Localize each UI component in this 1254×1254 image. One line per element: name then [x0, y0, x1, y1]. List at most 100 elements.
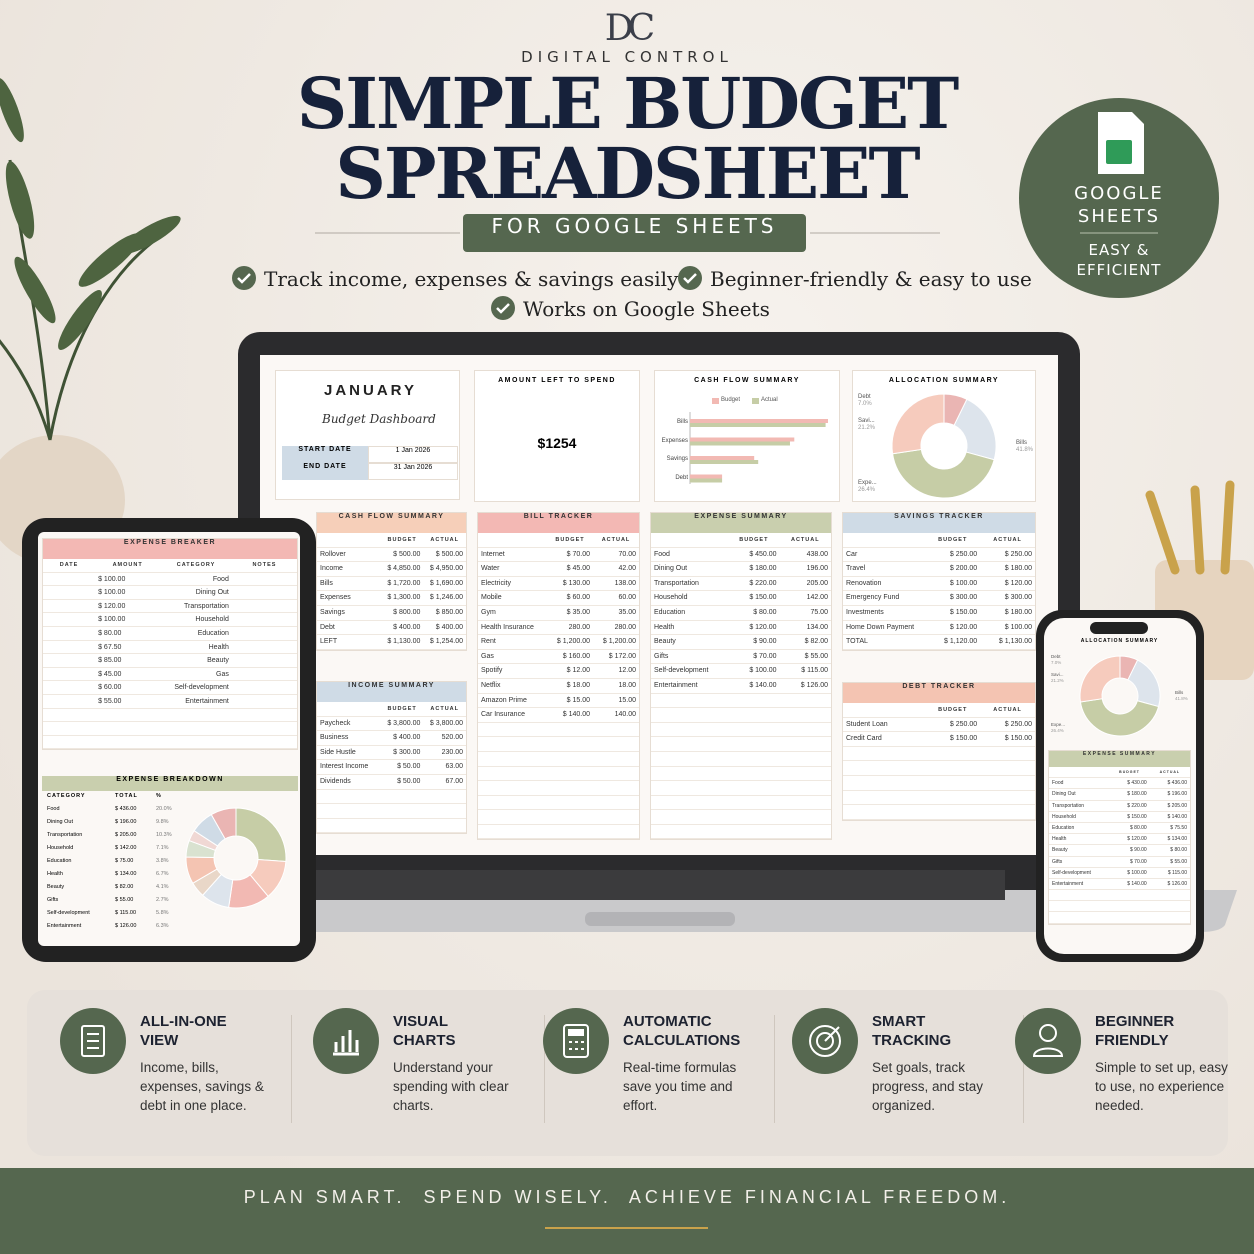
table-cell: Health	[160, 641, 232, 655]
table-cell	[1049, 901, 1110, 913]
table-cell	[925, 747, 981, 762]
slice-label: Debt	[858, 394, 871, 400]
table-cell: Bills	[317, 577, 381, 592]
table-cell	[843, 776, 926, 791]
table-cell	[1049, 890, 1110, 902]
table-cell: $ 220.00	[1109, 801, 1150, 812]
table-cell	[651, 781, 729, 796]
table-cell: Gifts	[47, 897, 59, 903]
table-cell: $ 45.00	[95, 668, 161, 682]
month: JANUARY	[324, 382, 417, 399]
slice-label: Savi...	[1051, 672, 1064, 677]
feature-icon	[543, 1008, 609, 1074]
table-cell: Household	[651, 591, 729, 606]
table-cell	[779, 767, 831, 782]
table-cell: $ 70.00	[1109, 857, 1150, 868]
table-cell: $ 80.00	[95, 627, 161, 641]
table-cell	[779, 781, 831, 796]
slice-label: Expe...	[1051, 722, 1066, 727]
table-cell: $ 205.00	[1149, 801, 1190, 812]
table-cell: 2.7%	[156, 897, 169, 903]
table-cell: Savings	[317, 606, 381, 621]
table-cell	[43, 627, 96, 641]
table-cell: $ 82.00	[115, 884, 134, 890]
table-cell: ACTUAL	[423, 533, 466, 548]
table-cell: Car	[843, 548, 926, 563]
table-cell: $ 120.00	[728, 621, 780, 636]
table-cell	[380, 790, 424, 805]
table-cell	[478, 767, 547, 782]
table-cell: 140.00	[593, 708, 639, 723]
divider	[1023, 1015, 1024, 1123]
table-cell: $ 800.00	[380, 606, 424, 621]
table-cell: Health	[651, 621, 729, 636]
table-cell: 6.7%	[156, 871, 169, 877]
table-cell	[728, 737, 780, 752]
card-title: ALLOCATION SUMMARY	[1080, 638, 1159, 644]
table-cell	[593, 825, 639, 840]
table-cell	[43, 613, 96, 627]
table-cell: Education	[160, 627, 232, 641]
table-cell: $ 70.00	[547, 548, 593, 563]
date-value: 31 Jan 2026	[368, 463, 458, 480]
table-cell: $ 115.00	[115, 910, 137, 916]
table-cell: $ 250.00	[980, 718, 1035, 733]
table-cell: $ 250.00	[925, 718, 981, 733]
table-cell	[980, 761, 1035, 776]
table-cell	[728, 810, 780, 825]
title: SIMPLE BUDGET	[296, 62, 960, 145]
table-cell: Paycheck	[317, 717, 381, 732]
table-cell	[478, 737, 547, 752]
card	[852, 370, 1036, 502]
date-label: END DATE	[282, 463, 368, 480]
table-cell: $ 160.00	[547, 650, 593, 665]
table-cell: 15.00	[593, 694, 639, 709]
table-cell: ACTUAL	[980, 703, 1035, 718]
table-cell: $ 82.00	[779, 635, 831, 650]
table-cell: $ 180.00	[728, 562, 780, 577]
feature-icon	[792, 1008, 858, 1074]
table-cell	[380, 819, 424, 834]
table-cell	[779, 752, 831, 767]
table-cell: $ 100.00	[95, 613, 161, 627]
table-cell	[231, 668, 297, 682]
table-cell: $ 150.00	[728, 591, 780, 606]
slice-value: 41.8%	[1175, 695, 1188, 701]
table-cell: $ 250.00	[925, 548, 981, 563]
table-card: INCOME SUMMARY BUDGET ACTUAL Paycheck $ 3,80…	[316, 681, 467, 835]
table-title: DEBT TRACKER	[843, 683, 1035, 703]
table-header: CATEGORY	[47, 793, 86, 799]
table-cell	[980, 747, 1035, 762]
table-cell: $ 120.00	[95, 600, 161, 614]
check-icon	[678, 266, 702, 290]
table-cell	[231, 627, 297, 641]
table-cell: $ 140.00	[547, 708, 593, 723]
table-cell	[980, 791, 1035, 806]
table-cell	[779, 810, 831, 825]
table-cell	[1109, 890, 1150, 902]
table-header: %	[156, 793, 162, 799]
table-cell	[317, 819, 381, 834]
table-cell: $ 134.00	[1149, 834, 1190, 846]
table-cell	[728, 723, 780, 738]
slice-label: Bills	[1175, 690, 1184, 695]
table-card: EXPENSE SUMMARY BUDGET ACTUAL Food $ 430.00 $…	[1048, 750, 1191, 925]
table-cell	[651, 694, 729, 709]
table-cell: Food	[1049, 778, 1110, 790]
category-label: Debt	[675, 474, 688, 481]
table-cell: $ 55.00	[779, 650, 831, 665]
table-title: EXPENSE SUMMARY	[1049, 751, 1190, 767]
table-cell: $ 150.00	[925, 606, 981, 621]
table-cell: Internet	[478, 548, 547, 563]
table-cell	[980, 776, 1035, 791]
table-cell: 12.00	[593, 664, 639, 679]
table-cell: $ 220.00	[728, 577, 780, 592]
table-cell	[547, 810, 593, 825]
table-cell	[843, 533, 926, 548]
table-cell: $ 115.00	[779, 664, 831, 679]
table-cell	[651, 752, 729, 767]
table-cell: Debt	[317, 621, 381, 636]
table-cell	[843, 761, 926, 776]
feature-text: Real-time formulas save you time and eff…	[623, 1060, 737, 1113]
check-text: Works on Google Sheets	[523, 297, 770, 321]
